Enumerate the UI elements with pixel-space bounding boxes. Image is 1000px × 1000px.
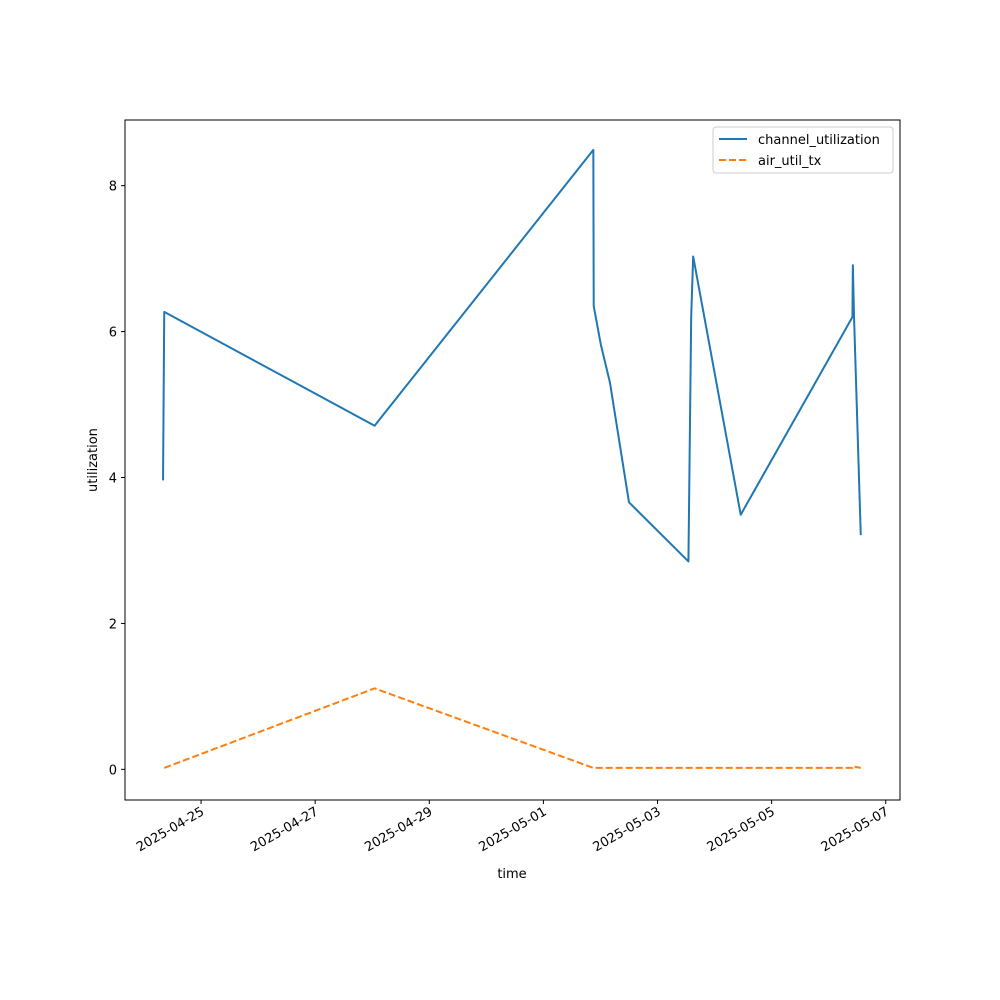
y-axis-label: utilization [86,428,101,492]
series-line-channel-utilization [162,148,862,563]
legend-box [712,126,894,174]
series-layer [162,148,862,769]
plot-frame [124,119,901,801]
y-tick-label: 4 [109,472,117,487]
legend-label: channel_utilization [758,133,880,148]
legend: channel_utilization air_util_tx [712,126,894,174]
y-tick-label: 2 [109,617,117,632]
y-tick-label: 6 [109,326,117,341]
x-axis-label: time [497,867,526,882]
legend-label: air_util_tx [758,154,822,169]
y-tick-label: 8 [109,180,117,195]
y-axis: 0 2 4 6 8 [109,180,125,778]
y-tick-label: 0 [109,763,117,778]
